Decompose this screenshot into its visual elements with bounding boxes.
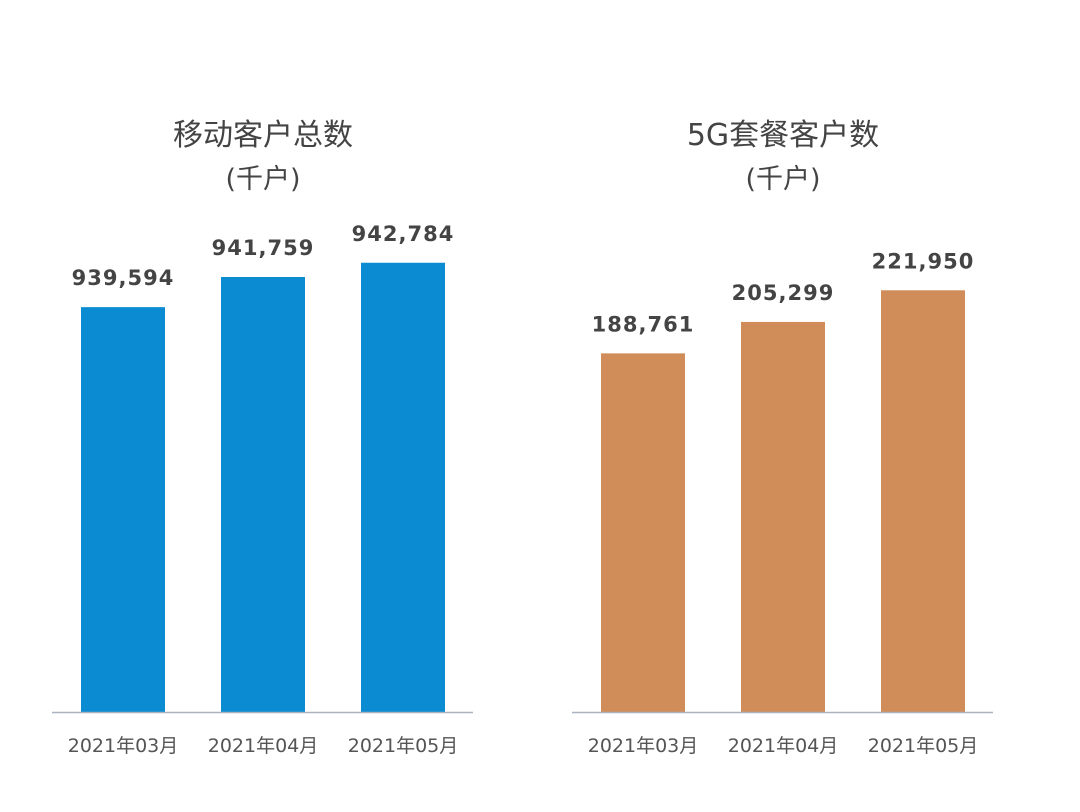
data-label: 939,594: [72, 266, 175, 290]
bar: [741, 321, 825, 712]
x-tick-label: 2021年04月: [728, 735, 839, 757]
chart-subtitle: (千户): [745, 164, 820, 195]
x-tick-label: 2021年05月: [348, 735, 459, 757]
bar: [361, 262, 445, 712]
data-label: 205,299: [732, 281, 835, 305]
x-tick-label: 2021年03月: [68, 735, 179, 757]
data-label: 941,759: [212, 236, 315, 260]
chart-subtitle: (千户): [225, 164, 300, 195]
bar: [881, 290, 965, 712]
data-label: 942,784: [352, 222, 455, 246]
bar: [221, 277, 305, 712]
data-label: 188,761: [592, 312, 695, 336]
x-tick-label: 2021年03月: [588, 735, 699, 757]
chart-right: 5G套餐客户数 (千户) 188,761 2021年03月 205,299 2021年…: [572, 118, 993, 757]
data-label: 221,950: [872, 249, 975, 273]
x-tick-label: 2021年04月: [208, 735, 319, 757]
chart-left: 移动客户总数 (千户) 939,594 2021年03月 941,759 2021年0…: [52, 118, 473, 757]
bar: [601, 353, 685, 712]
chart-title: 5G套餐客户数: [687, 118, 879, 153]
x-tick-label: 2021年05月: [868, 735, 979, 757]
bar: [81, 307, 165, 712]
chart-title: 移动客户总数: [173, 118, 353, 153]
